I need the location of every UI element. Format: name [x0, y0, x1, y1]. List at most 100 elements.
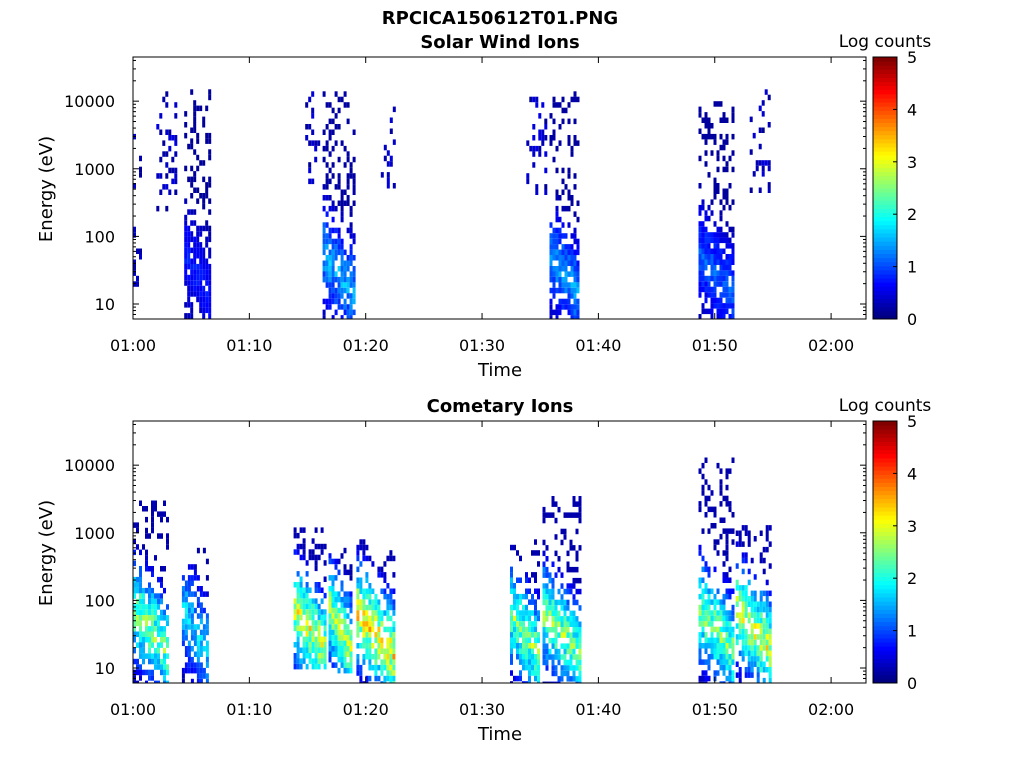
spectrogram-cell — [725, 533, 729, 540]
spectrogram-cell — [337, 124, 341, 130]
spectrogram-cell — [322, 249, 326, 256]
spectrogram-cell — [325, 140, 329, 146]
colorbar-segment — [873, 93, 897, 99]
spectrogram-cell — [735, 585, 739, 591]
spectrogram-cell — [340, 271, 344, 277]
solar-wind-title: Solar Wind Ions — [420, 32, 579, 53]
cometary-panel: Cometary Ions Time Energy (eV) Log count… — [36, 396, 931, 745]
spectrogram-cell — [311, 140, 315, 146]
spectrogram-cell — [337, 96, 341, 103]
spectrogram-cell — [513, 583, 516, 589]
spectrogram-cell — [551, 594, 555, 600]
spectrogram-cell — [181, 678, 185, 683]
spectrogram-cell — [567, 189, 571, 195]
spectrogram-cell — [728, 501, 732, 507]
spectrogram-cell — [202, 285, 206, 292]
spectrogram-cell — [359, 675, 363, 682]
spectrogram-cell — [519, 593, 522, 600]
spectrogram-cell — [331, 200, 335, 206]
spectrogram-cell — [139, 647, 142, 654]
spectrogram-cell — [759, 650, 763, 657]
spectrogram-cell — [392, 555, 396, 562]
spectrogram-cell — [569, 512, 573, 518]
spectrogram-cell — [525, 654, 528, 660]
spectrogram-cell — [139, 604, 142, 610]
spectrogram-cell — [560, 572, 564, 578]
spectrogram-cell — [199, 607, 203, 614]
spectrogram-cell — [566, 588, 570, 595]
spectrogram-cell — [374, 659, 378, 665]
colorbar-segment — [873, 282, 897, 287]
spectrogram-cell — [343, 618, 347, 625]
colorbar-segment — [873, 65, 897, 70]
spectrogram-cell — [698, 128, 702, 134]
spectrogram-cell — [519, 659, 522, 665]
spectrogram-cell — [563, 616, 567, 622]
x-tick-label: 01:00 — [110, 700, 156, 719]
spectrogram-cell — [202, 198, 206, 204]
spectrogram-cell — [349, 271, 353, 277]
spectrogram-cell — [767, 122, 771, 128]
spectrogram-cell — [713, 523, 717, 529]
spectrogram-cell — [716, 259, 720, 265]
spectrogram-cell — [735, 634, 739, 640]
spectrogram-cell — [171, 156, 175, 163]
spectrogram-cell — [340, 287, 344, 294]
spectrogram-cell — [322, 184, 326, 190]
spectrogram-cell — [716, 462, 720, 469]
spectrogram-cell — [163, 675, 166, 681]
spectrogram-cell — [331, 266, 335, 272]
spectrogram-cell — [377, 648, 381, 654]
spectrogram-cell — [349, 602, 353, 608]
spectrogram-cell — [365, 588, 369, 594]
spectrogram-cell — [139, 631, 142, 637]
spectrogram-cell — [545, 572, 549, 578]
spectrogram-cell — [142, 609, 145, 616]
spectrogram-cell — [747, 601, 751, 607]
spectrogram-cell — [181, 591, 185, 597]
spectrogram-cell — [731, 681, 735, 683]
spectrogram-cell — [328, 233, 332, 239]
spectrogram-cell — [314, 653, 318, 659]
spectrogram-cell — [528, 577, 531, 583]
spectrogram-cell — [713, 539, 717, 545]
spectrogram-cell — [371, 599, 375, 605]
spectrogram-cell — [728, 183, 732, 189]
colorbar-segment — [873, 273, 897, 279]
spectrogram-cell — [323, 642, 327, 648]
spectrogram-cell — [352, 298, 356, 305]
spectrogram-cell — [352, 178, 356, 185]
spectrogram-cell — [532, 162, 536, 168]
spectrogram-cell — [564, 233, 568, 239]
spectrogram-cell — [519, 621, 522, 627]
spectrogram-cell — [555, 266, 559, 272]
spectrogram-cell — [346, 276, 350, 283]
spectrogram-cell — [510, 659, 513, 665]
spectrogram-cell — [296, 636, 300, 643]
spectrogram-cell — [725, 264, 729, 271]
spectrogram-cell — [558, 140, 562, 146]
spectrogram-cell — [208, 302, 212, 308]
spectrogram-cell — [166, 642, 169, 648]
spectrogram-cell — [323, 653, 327, 659]
spectrogram-cell — [139, 172, 142, 178]
spectrogram-cell — [566, 605, 570, 611]
spectrogram-cell — [334, 618, 338, 625]
spectrogram-cell — [340, 266, 344, 272]
spectrogram-cell — [352, 266, 356, 272]
spectrogram-cell — [552, 293, 556, 299]
spectrogram-cell — [555, 211, 559, 217]
spectrogram-cell — [343, 640, 347, 647]
colorbar-segment — [873, 118, 897, 123]
spectrogram-cell — [722, 550, 726, 556]
spectrogram-cell — [331, 586, 335, 592]
spectrogram-cell — [317, 631, 321, 637]
spectrogram-cell — [722, 314, 726, 319]
spectrogram-cell — [563, 605, 567, 611]
spectrogram-cell — [759, 639, 763, 646]
spectrogram-cell — [738, 612, 742, 618]
spectrogram-cell — [716, 297, 720, 304]
spectrogram-cell — [171, 167, 175, 174]
spectrogram-cell — [762, 634, 766, 640]
spectrogram-cell — [322, 276, 326, 283]
